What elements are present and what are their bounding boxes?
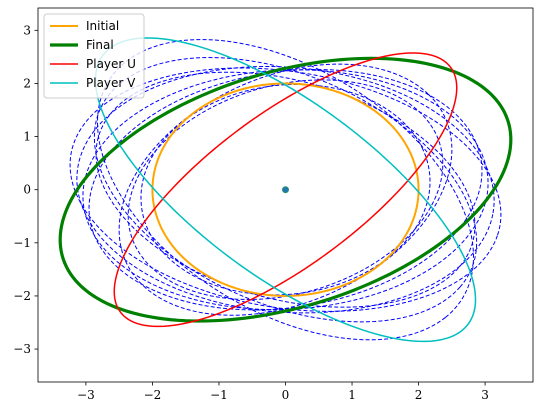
x-tick-label: 3 (481, 388, 489, 402)
intermediate-ellipse-7 (88, 68, 483, 311)
y-tick-label: −3 (13, 342, 31, 356)
y-tick-label: 0 (23, 183, 31, 197)
plot-area (58, 37, 513, 343)
y-tick-label: 1 (23, 130, 31, 144)
x-tick-label: 0 (282, 388, 290, 402)
legend-box (43, 13, 145, 99)
y-tick-label: 2 (23, 76, 31, 90)
y-tick-label: −1 (13, 236, 31, 250)
x-tick-label: −1 (210, 388, 228, 402)
x-tick-label: 2 (415, 388, 423, 402)
intermediate-ellipse-4 (95, 71, 476, 308)
axes: −3 −2 −1 0 1 2 3 −3 −2 −1 0 1 2 3 (13, 7, 534, 402)
intermediate-ellipse-5 (93, 57, 478, 323)
legend-label: Player U (86, 57, 136, 71)
center-marker (282, 186, 289, 194)
intermediate-ellipse-9 (82, 69, 489, 311)
series-player-u (113, 52, 458, 328)
y-tick-label: 3 (23, 23, 31, 37)
intermediate-ellipse-6 (96, 39, 475, 341)
series-final (58, 56, 513, 323)
legend-label: Initial (86, 19, 119, 33)
legend: Initial Final Player U Player V (43, 13, 145, 99)
x-tick-label: −2 (144, 388, 162, 402)
x-tick-label: 1 (348, 388, 356, 402)
y-tick-label: −2 (13, 289, 31, 303)
legend-label: Player V (86, 76, 136, 90)
series-initial (151, 82, 420, 297)
intermediate-ellipse-10 (76, 65, 495, 314)
intermediate-ellipse-2 (127, 79, 444, 300)
x-tick-label: −3 (77, 388, 95, 402)
legend-label: Final (86, 38, 114, 52)
intermediate-ellipse-8 (69, 67, 502, 312)
